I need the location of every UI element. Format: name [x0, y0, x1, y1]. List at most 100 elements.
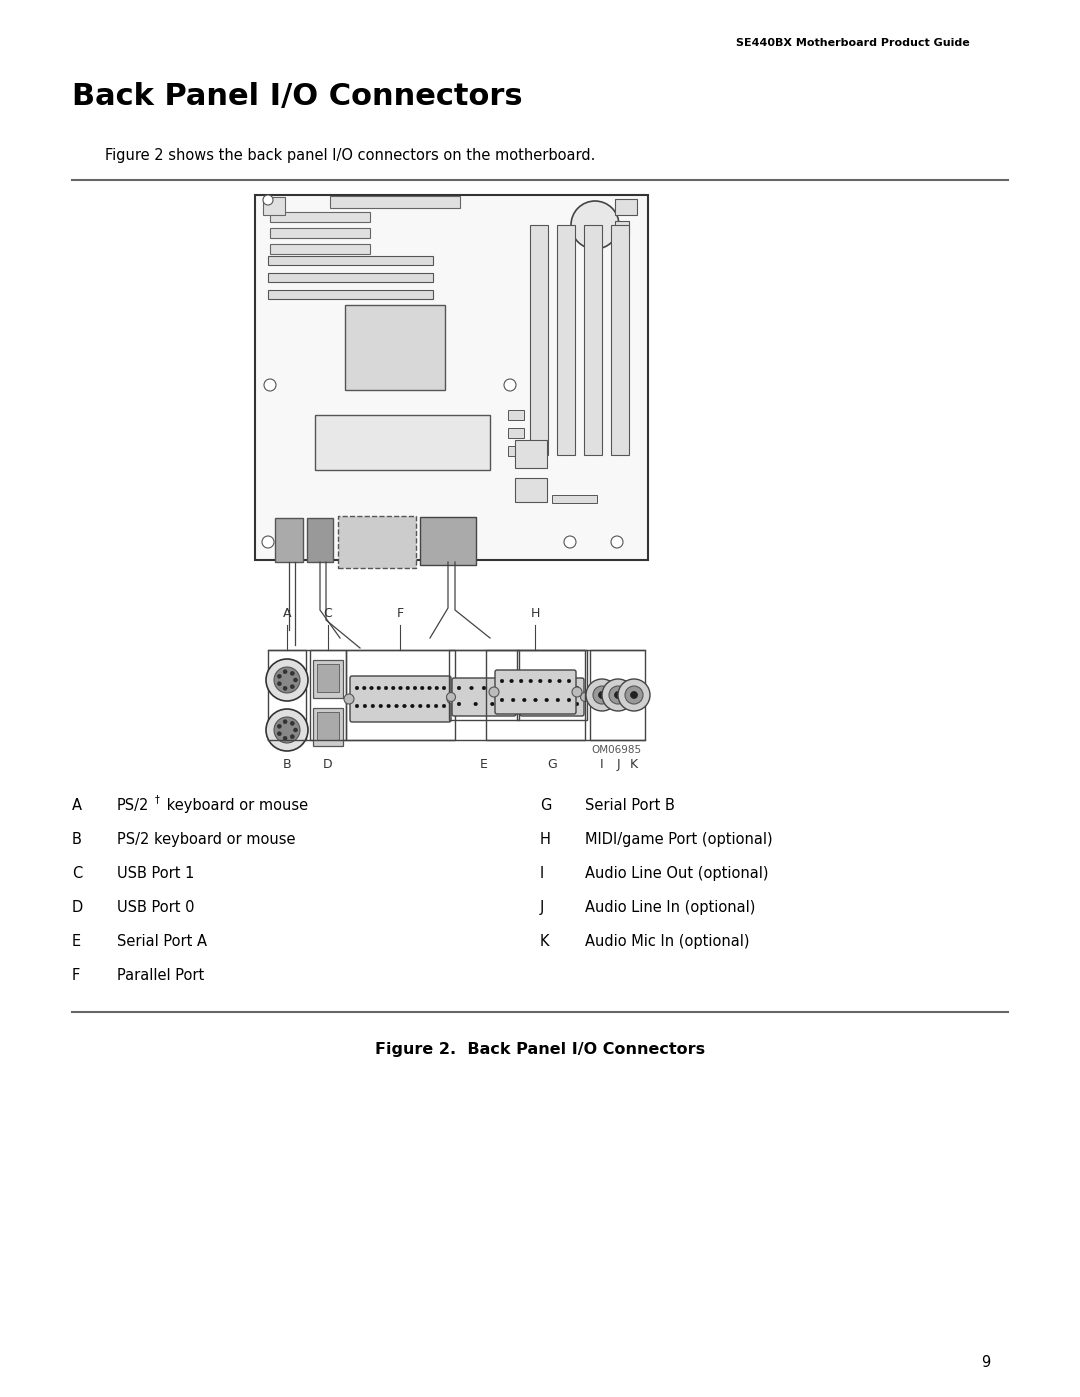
Circle shape — [593, 686, 611, 704]
Circle shape — [446, 693, 456, 701]
Text: PS/2: PS/2 — [117, 798, 149, 813]
FancyBboxPatch shape — [453, 678, 516, 717]
Text: Audio Mic In (optional): Audio Mic In (optional) — [585, 935, 750, 949]
Bar — [268, 256, 433, 265]
Circle shape — [542, 703, 545, 705]
Circle shape — [523, 698, 526, 701]
Text: G: G — [540, 798, 552, 813]
Text: F: F — [72, 968, 80, 983]
Circle shape — [558, 703, 562, 705]
Text: Figure 2 shows the back panel I/O connectors on the motherboard.: Figure 2 shows the back panel I/O connec… — [105, 148, 595, 163]
Text: J: J — [617, 759, 620, 771]
Circle shape — [615, 692, 621, 698]
Circle shape — [283, 719, 287, 724]
Circle shape — [500, 698, 503, 701]
Circle shape — [611, 536, 623, 548]
Bar — [515, 478, 546, 502]
Bar — [508, 427, 524, 439]
Circle shape — [482, 686, 486, 690]
Text: B: B — [72, 833, 82, 847]
Bar — [264, 197, 285, 215]
Circle shape — [369, 686, 374, 690]
Circle shape — [294, 678, 297, 682]
Circle shape — [442, 704, 446, 708]
Bar — [584, 225, 602, 455]
Bar — [275, 518, 303, 562]
FancyBboxPatch shape — [519, 678, 584, 717]
Bar — [307, 518, 333, 562]
Circle shape — [525, 686, 529, 690]
Bar — [486, 650, 585, 740]
Circle shape — [539, 679, 542, 683]
Text: A: A — [72, 798, 82, 813]
Circle shape — [266, 710, 308, 752]
Circle shape — [266, 659, 308, 701]
Circle shape — [262, 536, 274, 548]
Text: Serial Port B: Serial Port B — [585, 798, 675, 813]
Text: H: H — [540, 833, 551, 847]
Circle shape — [529, 679, 532, 683]
Text: PS/2 keyboard or mouse: PS/2 keyboard or mouse — [117, 833, 296, 847]
Circle shape — [427, 704, 430, 708]
Circle shape — [519, 679, 523, 683]
Circle shape — [550, 686, 554, 690]
Bar — [420, 517, 476, 564]
Text: I: I — [540, 866, 544, 882]
Circle shape — [278, 682, 282, 686]
Circle shape — [609, 686, 627, 704]
Bar — [515, 440, 546, 468]
Circle shape — [508, 686, 511, 690]
Bar — [318, 664, 339, 692]
Text: OM06985: OM06985 — [592, 745, 642, 754]
Text: Figure 2.  Back Panel I/O Connectors: Figure 2. Back Panel I/O Connectors — [375, 1042, 705, 1058]
Bar — [615, 198, 637, 215]
Circle shape — [435, 686, 438, 690]
Text: E: E — [72, 935, 81, 949]
Circle shape — [508, 703, 511, 705]
Circle shape — [264, 196, 273, 205]
Bar — [310, 650, 346, 740]
Text: USB Port 1: USB Port 1 — [117, 866, 194, 882]
Circle shape — [490, 703, 495, 705]
Circle shape — [355, 704, 359, 708]
Circle shape — [625, 686, 643, 704]
Circle shape — [420, 686, 424, 690]
Text: A: A — [283, 608, 292, 620]
Circle shape — [442, 686, 446, 690]
Circle shape — [291, 721, 295, 725]
Text: F: F — [396, 608, 404, 620]
Text: keyboard or mouse: keyboard or mouse — [162, 798, 308, 813]
Bar — [517, 650, 588, 719]
Bar — [590, 650, 645, 740]
Circle shape — [538, 686, 541, 690]
Circle shape — [403, 704, 406, 708]
Bar — [268, 291, 433, 299]
Bar — [270, 244, 370, 254]
Circle shape — [474, 703, 477, 705]
Text: I: I — [600, 759, 604, 771]
Circle shape — [567, 679, 571, 683]
Text: G: G — [548, 759, 557, 771]
Text: E: E — [481, 759, 488, 771]
Circle shape — [274, 717, 300, 743]
Text: Parallel Port: Parallel Port — [117, 968, 204, 983]
Bar — [270, 212, 370, 222]
Bar — [313, 659, 343, 698]
Circle shape — [548, 679, 552, 683]
Circle shape — [576, 703, 579, 705]
Circle shape — [406, 686, 409, 690]
Circle shape — [345, 694, 354, 704]
Circle shape — [572, 687, 582, 697]
Circle shape — [457, 703, 461, 705]
Text: SE440BX Motherboard Product Guide: SE440BX Motherboard Product Guide — [737, 38, 970, 47]
Bar — [346, 650, 455, 740]
Circle shape — [571, 201, 619, 249]
FancyBboxPatch shape — [495, 671, 576, 714]
Circle shape — [557, 679, 562, 683]
Text: USB Port 0: USB Port 0 — [117, 900, 194, 915]
Bar — [345, 305, 445, 390]
Text: H: H — [530, 608, 540, 620]
Circle shape — [391, 686, 395, 690]
Circle shape — [525, 703, 529, 705]
Circle shape — [513, 693, 522, 701]
